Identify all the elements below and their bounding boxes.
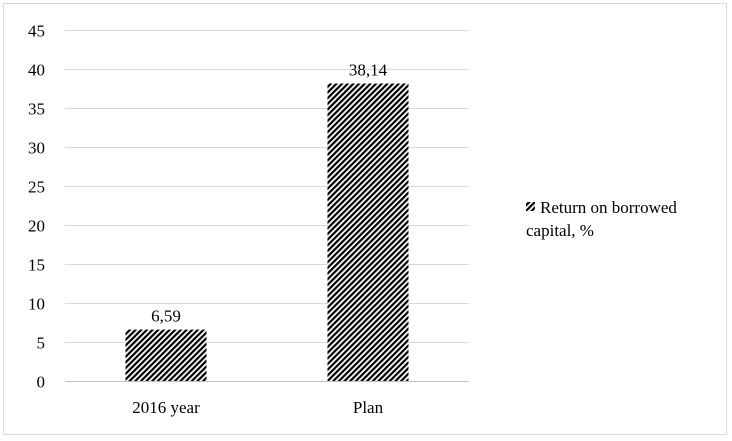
y-tick-label: 15	[28, 256, 45, 275]
bar-plan	[327, 83, 409, 382]
bars	[125, 83, 409, 382]
x-tick-label: 2016 year	[132, 398, 200, 417]
y-tick-label: 0	[37, 373, 46, 392]
legend: Return on borrowed capital, %	[526, 198, 677, 240]
y-tick-label: 10	[28, 295, 45, 314]
y-tick-label: 40	[28, 61, 45, 80]
data-label: 6,59	[151, 307, 181, 326]
x-tick-label: Plan	[353, 398, 384, 417]
y-tick-label: 30	[28, 139, 45, 158]
y-tick-label: 45	[28, 22, 45, 41]
data-label: 38,14	[349, 61, 388, 80]
y-tick-label: 35	[28, 100, 45, 119]
x-axis-tick-labels: 2016 year Plan	[132, 398, 383, 417]
bar-2016-year	[125, 329, 207, 381]
data-labels: 6,59 38,14	[151, 61, 388, 326]
y-tick-label: 5	[37, 334, 46, 353]
legend-label-line-2: capital, %	[526, 221, 594, 240]
y-tick-label: 25	[28, 178, 45, 197]
y-axis-tick-labels: 0 5 10 15 20 25 30 35 40 45	[28, 22, 45, 392]
y-tick-label: 20	[28, 217, 45, 236]
legend-swatch	[526, 202, 535, 211]
legend-label-line-1: Return on borrowed	[540, 198, 677, 217]
